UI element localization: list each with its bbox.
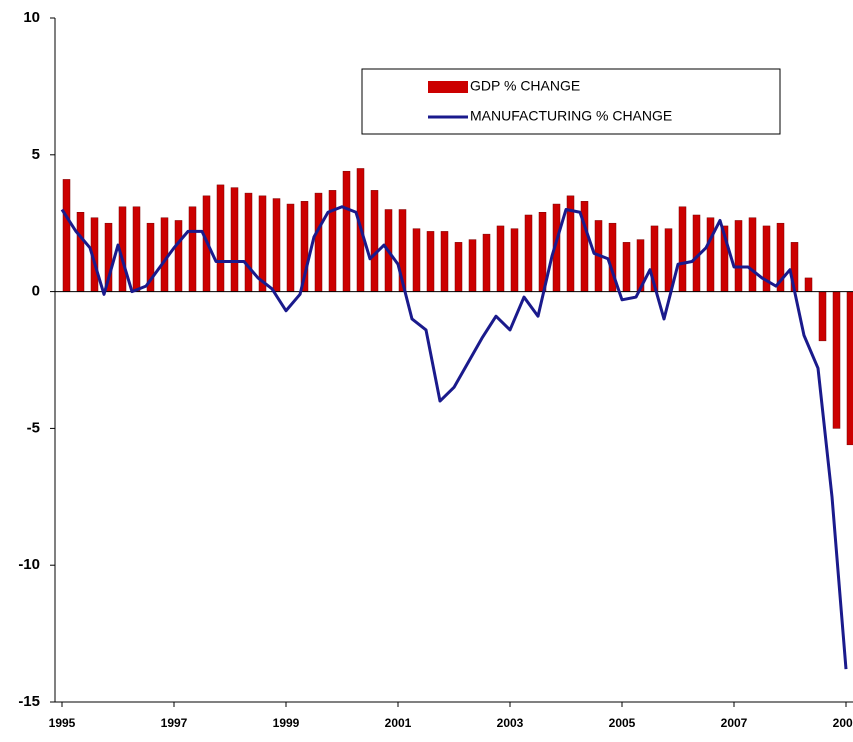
bar [314, 192, 323, 292]
bar [664, 228, 673, 292]
x-tick-label: 2007 [721, 716, 748, 730]
bar [482, 233, 491, 292]
legend-label: MANUFACTURING % CHANGE [470, 108, 672, 124]
y-tick-label: -15 [18, 693, 40, 710]
bar [510, 228, 519, 292]
bar [412, 228, 421, 292]
bar [188, 206, 197, 292]
legend-label: GDP % CHANGE [470, 78, 580, 94]
bar [678, 206, 687, 292]
y-tick-label: -10 [18, 556, 40, 573]
y-tick-label: 5 [32, 146, 40, 163]
y-tick-label: 0 [32, 283, 40, 300]
bar [748, 217, 757, 292]
bar [524, 214, 533, 292]
bar [272, 198, 281, 292]
bar [468, 239, 477, 292]
bar [734, 220, 743, 292]
bar [818, 291, 827, 342]
bar [622, 242, 631, 292]
bar [342, 170, 351, 292]
bar [258, 195, 267, 292]
bar [132, 206, 141, 292]
x-tick-label: 2003 [497, 716, 524, 730]
bar [454, 242, 463, 292]
legend-swatch [428, 81, 468, 93]
bar [538, 212, 547, 292]
bar [370, 190, 379, 292]
x-tick-label: 2005 [609, 716, 636, 730]
bar [832, 291, 841, 429]
bar [496, 225, 505, 292]
legend-box [361, 68, 781, 135]
y-tick-label: 10 [23, 9, 40, 26]
bar [846, 291, 853, 446]
bar [244, 192, 253, 292]
x-tick-label: 2001 [385, 716, 412, 730]
bar [216, 184, 225, 292]
x-tick-label: 2009 [833, 716, 853, 730]
bar [440, 231, 449, 292]
line [60, 205, 848, 670]
bar [706, 217, 715, 292]
x-tick-label: 1995 [49, 716, 76, 730]
bar [230, 187, 239, 292]
bar [286, 203, 295, 292]
x-tick-label: 1999 [273, 716, 300, 730]
bar [160, 217, 169, 292]
x-tick-label: 1997 [161, 716, 188, 730]
bar [76, 212, 85, 292]
bar [426, 231, 435, 292]
bar [62, 179, 71, 292]
bar [328, 190, 337, 292]
bar [174, 220, 183, 292]
bar [804, 277, 813, 292]
y-tick-label: -5 [27, 419, 40, 436]
